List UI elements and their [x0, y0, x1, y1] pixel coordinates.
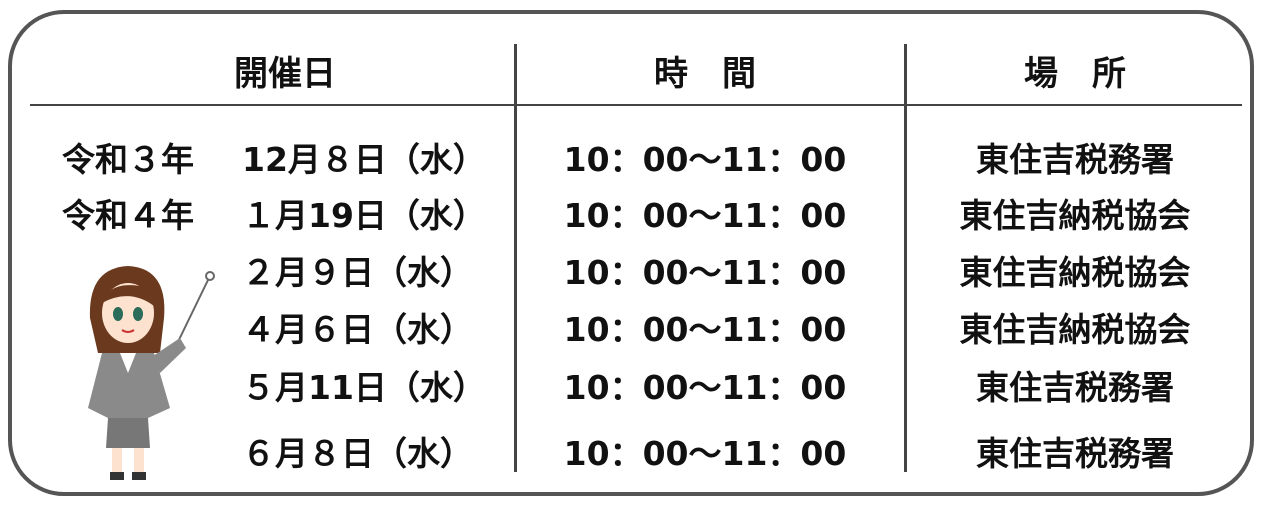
date: 12月８日（水）	[242, 140, 486, 179]
place: 東住吉納税協会	[959, 196, 1191, 235]
year: 令和３年	[62, 140, 194, 179]
time: 10：00～11：00	[563, 310, 847, 349]
time: 10：00～11：00	[563, 434, 847, 473]
header-rule	[30, 104, 1242, 106]
place: 東住吉税務署	[976, 368, 1174, 407]
presenter-illustration	[88, 266, 215, 480]
place: 東住吉納税協会	[959, 310, 1191, 349]
date: ６月８日（水）	[242, 434, 473, 473]
place: 東住吉納税協会	[959, 253, 1191, 292]
column-divider	[904, 44, 907, 472]
time: 10：00～11：00	[563, 253, 847, 292]
time: 10：00～11：00	[563, 196, 847, 235]
time: 10：00～11：00	[563, 140, 847, 179]
column-divider	[514, 44, 517, 472]
year: 令和４年	[62, 196, 194, 235]
header-date: 開催日	[234, 54, 336, 94]
date: ４月６日（水）	[242, 310, 473, 349]
date: ５月11日（水）	[242, 368, 486, 407]
place: 東住吉税務署	[976, 434, 1174, 473]
date: １月19日（水）	[242, 196, 486, 235]
header-place: 場 所	[1024, 54, 1126, 94]
header-time: 時 間	[654, 54, 756, 94]
place: 東住吉税務署	[976, 140, 1174, 179]
time: 10：00～11：00	[563, 368, 847, 407]
date: ２月９日（水）	[242, 253, 473, 292]
frame	[8, 10, 1254, 496]
